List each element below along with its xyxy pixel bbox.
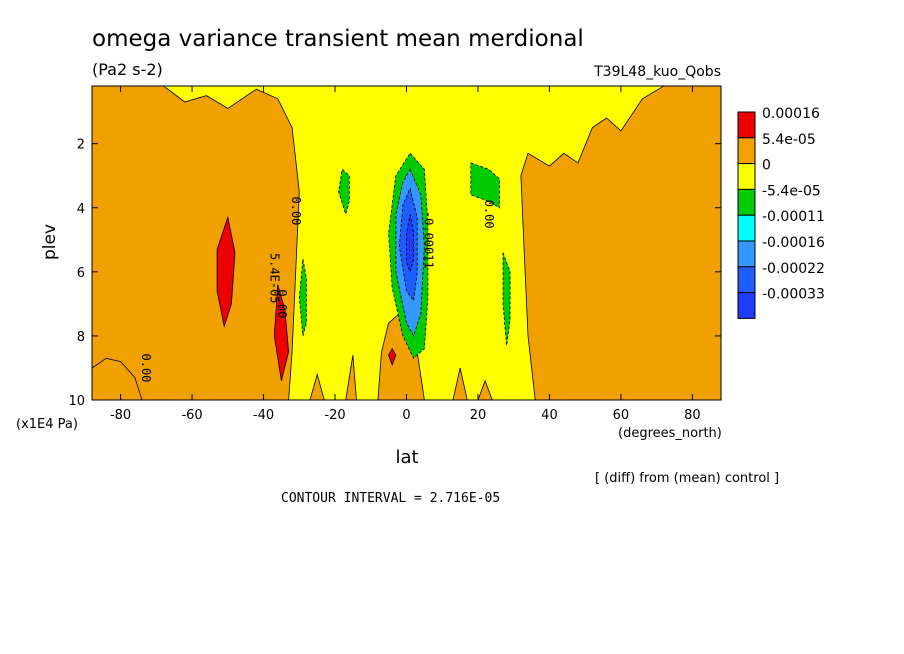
x-tick-label: -40 bbox=[253, 408, 274, 423]
diff-note: [ (diff) from (mean) control ] bbox=[595, 471, 779, 486]
contour-region-green-right-mid bbox=[502, 252, 511, 346]
contour-region-red-left bbox=[216, 215, 236, 328]
legend-swatch bbox=[737, 292, 756, 319]
contour-region-green-left-upper bbox=[338, 168, 350, 216]
y-tick-label: 10 bbox=[68, 394, 85, 409]
y-tick-label: 6 bbox=[77, 266, 85, 281]
y-tick-label: 4 bbox=[77, 202, 85, 217]
contour-label: 0.00 bbox=[275, 289, 289, 318]
x-tick-label: 40 bbox=[541, 408, 558, 423]
legend-swatch bbox=[737, 163, 756, 190]
contour-region-positive-sh-upper bbox=[91, 85, 300, 401]
contour-region-positive-nh bbox=[520, 85, 722, 401]
contour-label: 0.00 bbox=[482, 200, 496, 229]
x-axis-ticks: -80 -60 -40 -20 0 20 40 60 80 bbox=[110, 86, 701, 423]
contour-label: 0.00 bbox=[289, 197, 303, 226]
contour-region-green-right-upper bbox=[470, 162, 500, 209]
contour-label: 0.00 bbox=[139, 354, 153, 383]
contour-interval: CONTOUR INTERVAL = 2.716E-05 bbox=[281, 491, 500, 506]
plot-area: 0.005.4E-050.000.000.00-0.00011 bbox=[91, 85, 722, 401]
x-tick-label: -80 bbox=[110, 408, 131, 423]
chart-title: omega variance transient mean merdional bbox=[92, 26, 584, 52]
contour-region-darkblue-central bbox=[406, 214, 415, 274]
x-tick-label: -20 bbox=[324, 408, 345, 423]
y-axis-label: plev bbox=[40, 224, 60, 260]
y-axis-ticks: 2 4 6 8 10 bbox=[68, 138, 721, 409]
x-axis-units: (degrees_north) bbox=[618, 426, 722, 441]
x-axis-label: lat bbox=[395, 447, 418, 468]
contour-region-green-left-mid bbox=[298, 258, 307, 337]
legend: 0.00016 5.4e-05 0 -5.4e-05 -0.00011 -0.00016 -… bbox=[737, 106, 825, 319]
chart-units: (Pa2 s-2) bbox=[92, 60, 163, 79]
legend-swatch bbox=[737, 137, 756, 165]
legend-swatch bbox=[737, 188, 756, 216]
contour-region-red-speck bbox=[388, 347, 397, 366]
contour-label: 5.4E-05 bbox=[268, 253, 282, 304]
legend-label: -5.4e-05 bbox=[762, 183, 821, 199]
legend-label: -0.00016 bbox=[762, 235, 825, 251]
x-tick-label: 80 bbox=[684, 408, 701, 423]
legend-swatch bbox=[737, 240, 756, 268]
legend-label: -0.00033 bbox=[762, 287, 825, 303]
legend-label: -0.00011 bbox=[762, 209, 825, 225]
legend-label: 5.4e-05 bbox=[762, 132, 816, 148]
legend-swatch bbox=[737, 214, 756, 242]
run-label: T39L48_kuo_Qobs bbox=[593, 64, 721, 80]
contour-label: -0.00011 bbox=[421, 211, 435, 269]
y-tick-label: 2 bbox=[77, 138, 85, 153]
legend-label: 0 bbox=[762, 158, 771, 174]
contour-region-red-center-left bbox=[273, 284, 290, 381]
x-tick-label: 20 bbox=[470, 408, 487, 423]
x-tick-label: 0 bbox=[402, 408, 410, 423]
y-tick-label: 8 bbox=[77, 330, 85, 345]
x-tick-label: 60 bbox=[613, 408, 630, 423]
legend-label: 0.00016 bbox=[762, 106, 820, 122]
x-tick-label: -60 bbox=[181, 408, 202, 423]
legend-label: -0.00022 bbox=[762, 261, 825, 277]
legend-swatch bbox=[737, 111, 756, 139]
y-axis-units: (x1E4 Pa) bbox=[16, 417, 78, 432]
legend-swatch bbox=[737, 266, 756, 294]
